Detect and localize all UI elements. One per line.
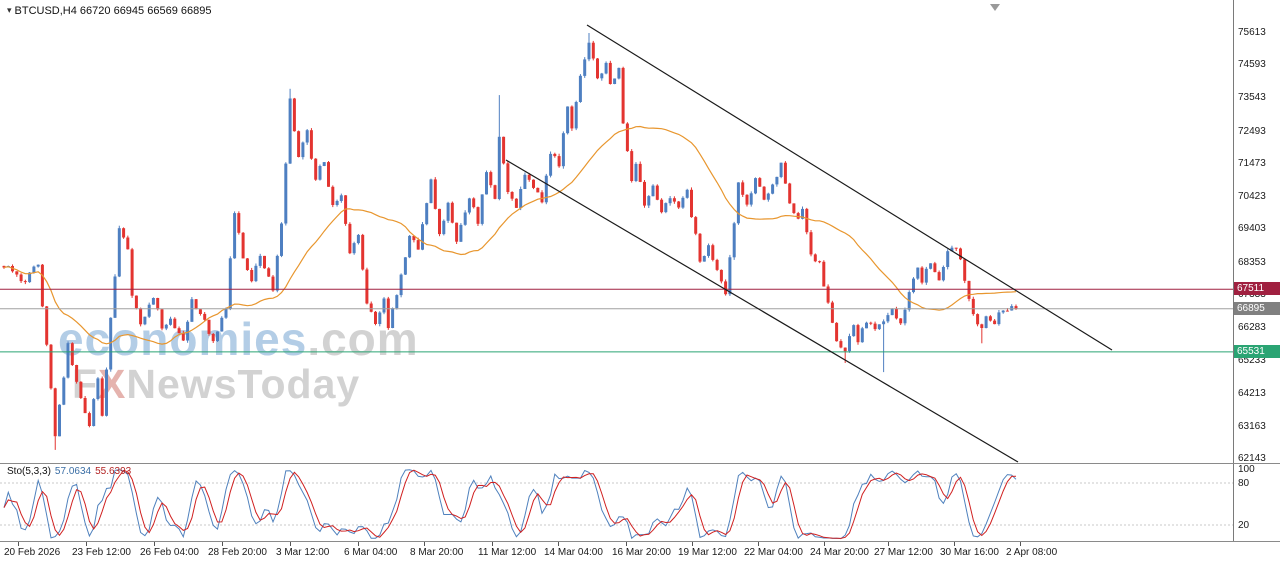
indicator-label: Sto(5,3,3) 57.0634 55.6393 <box>7 466 131 477</box>
time-axis-label: 2 Apr 08:00 <box>1006 547 1058 558</box>
horizontal-levels[interactable] <box>0 288 1233 353</box>
price-axis-label: 62143 <box>1238 453 1266 464</box>
time-axis-label: 20 Feb 2026 <box>4 547 61 558</box>
stoch-axis-label: 100 <box>1238 464 1255 475</box>
time-axis-label: 30 Mar 16:00 <box>940 547 999 558</box>
symbol-ohlc-text: BTCUSD,H4 66720 66945 66569 66895 <box>14 5 212 17</box>
time-axis-label: 16 Mar 20:00 <box>612 547 671 558</box>
time-axis-label: 27 Mar 12:00 <box>874 547 933 558</box>
pane-separator-main[interactable] <box>0 463 1280 464</box>
price-axis-label: 69403 <box>1238 223 1266 234</box>
stochastic-signal-line <box>3 469 1017 539</box>
time-axis-label: 11 Mar 12:00 <box>478 547 537 558</box>
symbol-marker-icon: ▾ <box>7 5 12 15</box>
time-axis-tick <box>824 542 825 546</box>
indicator-d-value: 55.6393 <box>95 466 132 477</box>
time-axis-tick <box>492 542 493 546</box>
price-axis-label: 73543 <box>1238 92 1266 103</box>
time-axis-label: 14 Mar 04:00 <box>544 547 603 558</box>
moving-average-line <box>3 125 1017 345</box>
time-axis[interactable]: 20 Feb 2026 23 Feb 12:00 26 Feb 04:00 28 Fe… <box>0 542 1280 567</box>
time-axis-label: 26 Feb 04:00 <box>140 547 199 558</box>
time-axis-tick <box>18 542 19 546</box>
time-axis-tick <box>424 542 425 546</box>
price-tag-support: 65531 <box>1234 345 1280 358</box>
time-axis-tick <box>154 542 155 546</box>
stochastic-level-lines <box>0 482 1233 526</box>
trendline-1 <box>586 24 1113 351</box>
price-axis-label: 75613 <box>1238 27 1266 38</box>
time-axis-label: 6 Mar 04:00 <box>344 547 398 558</box>
symbol-ohlc-label: ▾ BTCUSD,H4 66720 66945 66569 66895 <box>7 5 211 17</box>
price-axis-label: 63163 <box>1238 421 1266 432</box>
chart-shift-marker <box>990 4 1000 11</box>
time-axis-tick <box>692 542 693 546</box>
time-axis-tick <box>290 542 291 546</box>
price-axis-label: 70423 <box>1238 191 1266 202</box>
indicator-name: Sto(5,3,3) <box>7 466 51 477</box>
price-axis-label: 72493 <box>1238 126 1266 137</box>
trendline-2 <box>505 159 1019 463</box>
price-axis-label: 64213 <box>1238 388 1266 399</box>
time-axis-label: 23 Feb 12:00 <box>72 547 131 558</box>
time-axis-label: 8 Mar 20:00 <box>410 547 464 558</box>
price-axis-label: 65233 <box>1238 355 1266 366</box>
price-axis[interactable]: 75613 74593 73543 72493 71473 70423 69403 68353… <box>1233 0 1280 541</box>
price-axis-label: 71473 <box>1238 158 1266 169</box>
stoch-axis-label: 80 <box>1238 478 1250 489</box>
price-axis-label: 68353 <box>1238 257 1266 268</box>
time-axis-tick <box>954 542 955 546</box>
time-axis-label: 24 Mar 20:00 <box>810 547 869 558</box>
time-axis-tick <box>888 542 889 546</box>
candlesticks <box>2 33 1018 450</box>
time-axis-tick <box>1020 542 1021 546</box>
main-chart[interactable] <box>0 0 1233 463</box>
time-axis-label: 28 Feb 20:00 <box>208 547 267 558</box>
stoch-axis-label: 20 <box>1238 520 1250 531</box>
indicator-k-value: 57.0634 <box>54 466 92 477</box>
time-axis-tick <box>222 542 223 546</box>
time-axis-tick <box>758 542 759 546</box>
stochastic-pane[interactable] <box>0 464 1233 541</box>
pane-separator-bottom <box>0 541 1280 542</box>
price-tag-resistance: 67511 <box>1234 282 1280 295</box>
time-axis-tick <box>626 542 627 546</box>
time-axis-tick <box>358 542 359 546</box>
trendlines[interactable] <box>505 24 1113 463</box>
price-tag-current: 66895 <box>1234 302 1280 315</box>
time-axis-tick <box>558 542 559 546</box>
price-axis-label: 66283 <box>1238 322 1266 333</box>
stochastic-main-line <box>3 469 1017 540</box>
stochastic-lines <box>3 469 1017 540</box>
time-axis-label: 22 Mar 04:00 <box>744 547 803 558</box>
time-axis-label: 19 Mar 12:00 <box>678 547 737 558</box>
time-axis-label: 3 Mar 12:00 <box>276 547 330 558</box>
time-axis-tick <box>86 542 87 546</box>
price-axis-label: 74593 <box>1238 59 1266 70</box>
